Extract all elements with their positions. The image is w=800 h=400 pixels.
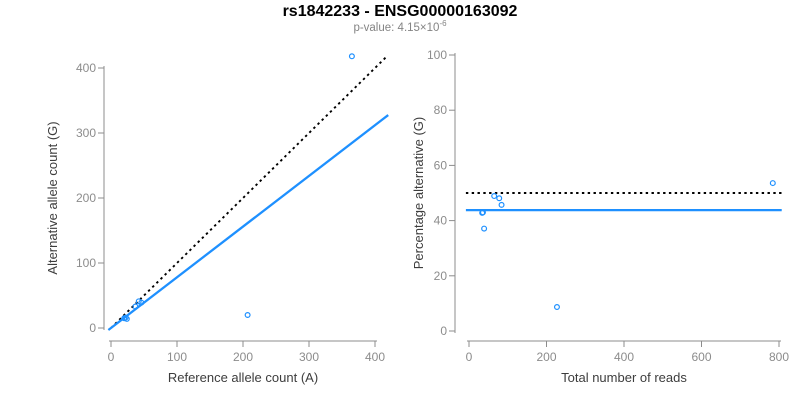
data-point [132, 303, 139, 310]
x-tick-label: 300 [299, 350, 319, 364]
data-points [121, 53, 355, 322]
x-tick-label: 200 [233, 350, 253, 364]
x-tick-label: 0 [466, 350, 473, 364]
data-point [244, 312, 251, 319]
y-axis-title: Alternative allele count (G) [45, 121, 60, 274]
x-tick-label: 400 [365, 350, 385, 364]
data-point [138, 299, 145, 306]
data-point [553, 303, 560, 310]
x-tick-label: 0 [108, 350, 115, 364]
chart-header: rs1842233 - ENSG00000163092 p-value: 4.1… [0, 3, 800, 35]
x-axis-title: Total number of reads [561, 370, 687, 385]
data-point [481, 225, 488, 232]
p-value-exponent: -6 [439, 19, 447, 29]
y-axis: 0 100 200 300 400 Alternative allele count (G… [45, 61, 105, 335]
x-tick-label: 100 [167, 350, 187, 364]
y-axis: 0 20 40 60 80 100 Percentage alternative (G) [411, 48, 456, 338]
x-tick-label: 600 [691, 350, 711, 364]
y-axis-title: Percentage alternative (G) [411, 117, 426, 269]
chart-title: rs1842233 - ENSG00000163092 [282, 3, 518, 20]
x-axis: 0 100 200 300 400 Reference allele count (A) [108, 340, 385, 385]
p-value-text: p-value: 4.15×10 [353, 22, 440, 34]
y-tick-label: 20 [434, 269, 448, 283]
data-point [769, 180, 776, 187]
data-point [496, 195, 503, 202]
y-tick-label: 40 [434, 214, 448, 228]
y-tick-label: 0 [440, 324, 447, 338]
y-tick-label: 300 [76, 126, 96, 140]
y-tick-label: 80 [434, 103, 448, 117]
p-value-subtitle: p-value: 4.15×10-6 [0, 19, 800, 35]
x-axis: 0 200 400 600 800 Total number of reads [466, 340, 789, 385]
y-tick-label: 400 [76, 61, 96, 75]
x-axis-title: Reference allele count (A) [168, 370, 318, 385]
fit-line [107, 114, 389, 331]
data-point [491, 193, 498, 200]
plot-percentage-vs-reads: 0 200 400 600 800 Total number of reads 0 20 40 6… [411, 48, 789, 385]
data-point [348, 53, 355, 60]
y-tick-label: 200 [76, 191, 96, 205]
identity-line [110, 55, 388, 329]
x-tick-label: 800 [769, 350, 789, 364]
data-point [498, 201, 505, 208]
data-points [479, 180, 776, 310]
y-tick-label: 100 [427, 48, 447, 62]
y-tick-label: 100 [76, 256, 96, 270]
data-point [123, 315, 130, 322]
y-tick-label: 0 [89, 321, 96, 335]
data-point [122, 314, 129, 321]
x-tick-label: 400 [614, 350, 634, 364]
data-point [479, 209, 486, 216]
y-tick-label: 60 [434, 158, 448, 172]
x-tick-label: 200 [536, 350, 556, 364]
